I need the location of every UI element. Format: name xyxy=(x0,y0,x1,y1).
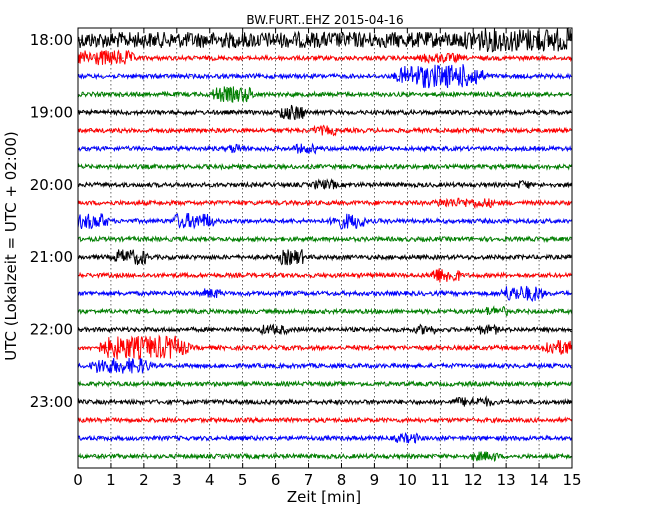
x-tick-label: 3 xyxy=(172,471,182,489)
seismic-trace xyxy=(77,285,572,303)
seismic-trace xyxy=(77,27,572,53)
y-tick-label: 18:00 xyxy=(30,31,73,49)
y-axis-ticks: 18:00 19:00 20:00 21:00 22:00 23:00 xyxy=(30,31,572,411)
y-tick-label: 23:00 xyxy=(30,393,73,411)
seismic-trace xyxy=(77,380,572,389)
seismic-trace xyxy=(77,213,572,230)
y-tick-label: 19:00 xyxy=(30,103,73,121)
seismic-trace xyxy=(77,64,572,89)
x-tick-label: 8 xyxy=(337,471,347,489)
seismic-trace xyxy=(77,451,572,462)
x-tick-label: 1 xyxy=(106,471,116,489)
seismic-trace xyxy=(77,162,572,171)
y-axis-label: UTC (Lokalzeit = UTC + 02:00) xyxy=(2,131,20,361)
x-tick-label: 0 xyxy=(73,471,83,489)
seismic-trace xyxy=(77,323,572,336)
x-tick-label: 4 xyxy=(205,471,215,489)
seismic-trace xyxy=(77,142,572,155)
seismic-trace xyxy=(77,197,572,210)
seismic-trace xyxy=(77,305,572,316)
x-tick-label: 14 xyxy=(530,471,549,489)
x-tick-label: 15 xyxy=(562,471,581,489)
x-tick-label: 11 xyxy=(431,471,450,489)
seismic-trace xyxy=(77,178,572,190)
x-tick-label: 12 xyxy=(464,471,483,489)
grid-lines xyxy=(78,28,572,468)
x-axis-ticks: 0 1 2 3 4 5 6 7 8 9 10 11 12 13 14 15 xyxy=(73,28,582,489)
y-tick-label: 22:00 xyxy=(30,321,73,339)
x-axis-label: Zeit [min] xyxy=(287,488,361,506)
seismic-trace xyxy=(77,432,572,444)
seismic-trace xyxy=(77,249,572,266)
seismic-trace xyxy=(77,357,572,375)
seismic-trace xyxy=(77,86,572,103)
seismic-trace xyxy=(77,235,572,244)
chart-title: BW.FURT..EHZ 2015-04-16 xyxy=(246,13,403,27)
x-tick-label: 5 xyxy=(238,471,248,489)
x-tick-label: 7 xyxy=(304,471,314,489)
x-tick-label: 13 xyxy=(497,471,516,489)
x-tick-label: 6 xyxy=(271,471,281,489)
x-tick-label: 9 xyxy=(370,471,380,489)
seismic-trace xyxy=(77,395,572,407)
y-tick-label: 21:00 xyxy=(30,248,73,266)
seismic-trace xyxy=(77,49,572,66)
x-tick-label: 2 xyxy=(139,471,149,489)
seismic-trace xyxy=(77,416,572,425)
x-tick-label: 10 xyxy=(398,471,417,489)
plot-frame xyxy=(77,27,573,469)
seismic-traces xyxy=(77,27,572,462)
y-tick-label: 20:00 xyxy=(30,176,73,194)
seismic-trace xyxy=(77,268,572,283)
seismic-trace xyxy=(77,104,572,121)
seismic-trace xyxy=(77,334,572,360)
seismic-trace xyxy=(77,124,572,137)
